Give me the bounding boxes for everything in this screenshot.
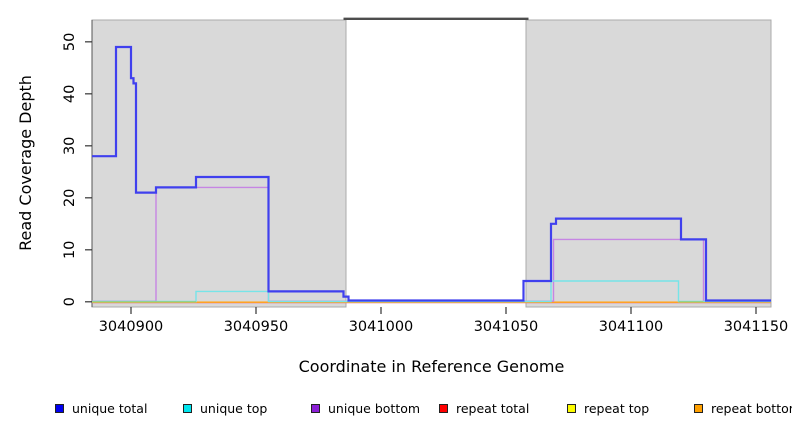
legend-swatch-repeat-bottom [694, 403, 703, 413]
legend-label-unique-total: unique total [72, 400, 148, 416]
shaded-region-left [91, 19, 347, 308]
legend-swatch-unique-total [55, 403, 64, 413]
legend-label-unique-top: unique top [200, 400, 268, 416]
legend-label-repeat-total: repeat total [456, 400, 530, 416]
legend-item-repeat-total: repeat total [439, 398, 529, 418]
y-tick-label: 40 [62, 85, 78, 103]
y-tick-label: 30 [62, 137, 78, 155]
y-axis-title: Read Coverage Depth [16, 75, 35, 251]
legend: unique total unique top unique bottom re… [0, 398, 792, 424]
x-tick-label: 3041050 [474, 319, 539, 335]
x-tick-label: 3040950 [224, 319, 289, 335]
legend-label-repeat-bottom: repeat bottom [711, 400, 792, 416]
y-tick-label: 50 [62, 33, 78, 51]
legend-swatch-repeat-top [567, 403, 576, 413]
legend-label-unique-bottom: unique bottom [328, 400, 421, 416]
shaded-region-right [525, 19, 772, 308]
legend-label-repeat-top: repeat top [584, 400, 650, 416]
x-tick-label: 3041000 [349, 319, 414, 335]
legend-swatch-unique-top [183, 403, 192, 413]
y-tick-label: 0 [62, 297, 78, 306]
x-axis-title: Coordinate in Reference Genome [299, 357, 565, 376]
legend-item-unique-total: unique total [55, 398, 147, 418]
legend-item-repeat-bottom: repeat bottom [694, 398, 792, 418]
legend-item-unique-top: unique top [183, 398, 267, 418]
legend-item-unique-bottom: unique bottom [311, 398, 420, 418]
x-tick-label: 3041150 [724, 319, 789, 335]
x-tick-label: 3041100 [599, 319, 664, 335]
y-tick-label: 10 [62, 241, 78, 259]
series-line-unique-total [92, 45, 771, 302]
y-tick-label: 20 [62, 189, 78, 207]
x-tick-label: 3040900 [99, 319, 164, 335]
legend-swatch-repeat-total [439, 403, 448, 413]
legend-item-repeat-top: repeat top [567, 398, 649, 418]
legend-swatch-unique-bottom [311, 403, 320, 413]
